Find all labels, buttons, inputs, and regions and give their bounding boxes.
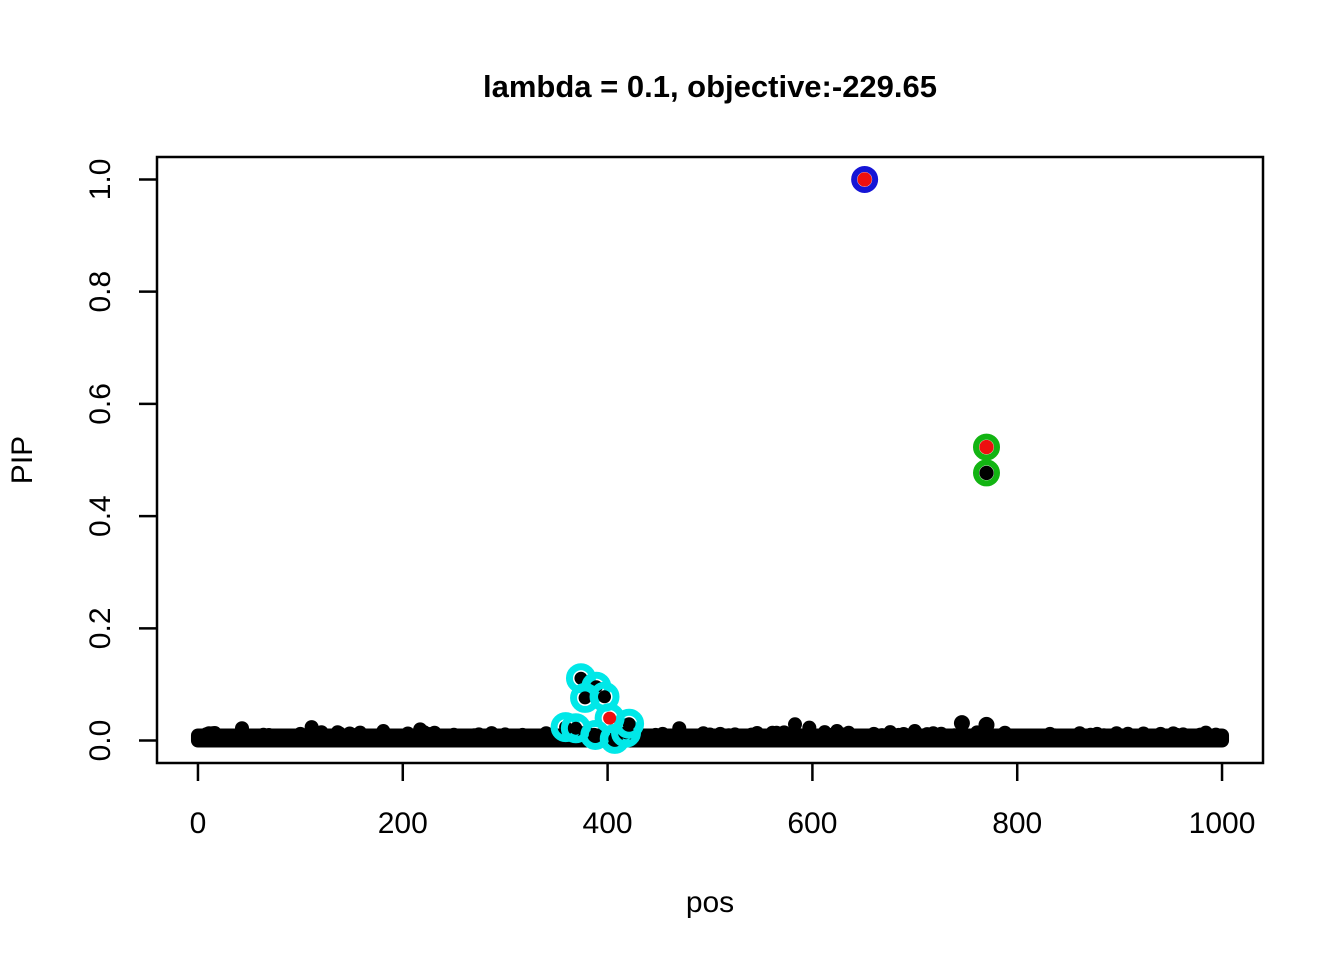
y-tick-label: 0.6: [84, 383, 117, 425]
bump-point: [829, 724, 844, 739]
bump-point: [234, 721, 249, 736]
baseline-point: [666, 732, 681, 747]
chart-title: lambda = 0.1, objective:-229.65: [483, 69, 937, 104]
x-tick-label: 0: [190, 807, 207, 840]
data-points-layer: [190, 165, 1230, 754]
highlight-point-red: [857, 172, 872, 187]
bump-point: [427, 725, 442, 740]
baseline-point: [523, 733, 538, 748]
baseline-point: [840, 733, 855, 748]
x-axis-ticks: 0 200 400 600 800 1000: [190, 763, 1256, 840]
x-axis-title: pos: [686, 886, 734, 919]
x-tick-label: 1000: [1189, 807, 1256, 840]
bump-point: [817, 725, 832, 740]
baseline-point: [318, 733, 333, 748]
y-tick-label: 0.4: [84, 495, 117, 537]
bump-point: [1176, 727, 1191, 742]
y-axis-ticks: 0.0 0.2 0.4 0.6 0.8 1.0: [84, 159, 157, 762]
bump-point: [376, 724, 391, 739]
x-tick-label: 200: [378, 807, 428, 840]
y-tick-label: 0.8: [84, 271, 117, 313]
bump-point: [1042, 726, 1057, 741]
highlight-ring-green: [973, 433, 1000, 461]
y-tick-label: 1.0: [84, 159, 117, 201]
baseline-point: [401, 733, 416, 748]
bump-point: [672, 721, 687, 736]
bump-point: [926, 726, 941, 741]
cluster-point: [588, 728, 602, 742]
baseline-point: [244, 733, 259, 748]
baseline-point: [759, 731, 774, 746]
bump-point: [883, 725, 898, 740]
baseline-point: [1055, 733, 1070, 748]
x-tick-label: 400: [583, 807, 633, 840]
baseline-point: [695, 732, 710, 747]
baseline-point: [1206, 732, 1221, 747]
baseline-point: [1139, 733, 1154, 748]
baseline-point: [792, 728, 807, 743]
highlight-ring-blue: [851, 165, 879, 193]
baseline-point: [461, 733, 476, 748]
baseline-point: [977, 733, 992, 748]
y-tick-label: 0.2: [84, 607, 117, 649]
bump-point: [802, 720, 817, 735]
bump-point: [1109, 726, 1124, 741]
x-tick-label: 600: [787, 807, 837, 840]
plot-box: [155, 155, 1265, 765]
baseline-point: [368, 733, 383, 748]
baseline-point: [684, 733, 699, 748]
bump-point: [997, 725, 1012, 740]
bump-point: [1090, 726, 1105, 741]
baseline-point: [471, 727, 486, 742]
highlight-ring-green: [973, 459, 1000, 487]
cluster-ring-cyan: [594, 703, 625, 734]
highlight-point-red: [979, 439, 994, 455]
bump-point: [293, 726, 308, 741]
cluster-point: [603, 711, 617, 725]
isolated-point: [953, 715, 970, 732]
bump-point: [769, 725, 784, 740]
baseline-point: [256, 727, 271, 742]
bump-point: [539, 726, 554, 741]
cluster-point: [569, 721, 583, 735]
baseline-point: [747, 731, 762, 746]
baseline-point: [1120, 726, 1135, 741]
baseline-point: [1190, 728, 1205, 743]
bump-point: [332, 726, 347, 741]
baseline-point: [730, 732, 745, 747]
bump-point: [713, 726, 728, 741]
cluster-point: [578, 691, 592, 705]
bump-point: [907, 724, 922, 739]
y-tick-label: 0.0: [84, 720, 117, 762]
bump-point: [787, 717, 802, 732]
bump-point: [1153, 726, 1168, 741]
bump-point: [1072, 726, 1087, 741]
bump-point: [866, 726, 881, 741]
baseline-point: [1020, 733, 1035, 748]
baseline-point: [779, 733, 794, 748]
bump-point: [413, 722, 428, 737]
bump-point: [205, 726, 220, 741]
cluster-point: [622, 717, 636, 731]
baseline-point: [652, 732, 667, 747]
isolated-point: [978, 716, 995, 733]
baseline-point: [345, 733, 360, 748]
highlight-point-black: [979, 465, 994, 481]
y-axis-title: PIP: [6, 436, 39, 484]
bump-point: [304, 720, 319, 735]
cluster-point: [598, 690, 612, 704]
bump-point: [498, 727, 513, 742]
x-tick-label: 800: [992, 807, 1042, 840]
